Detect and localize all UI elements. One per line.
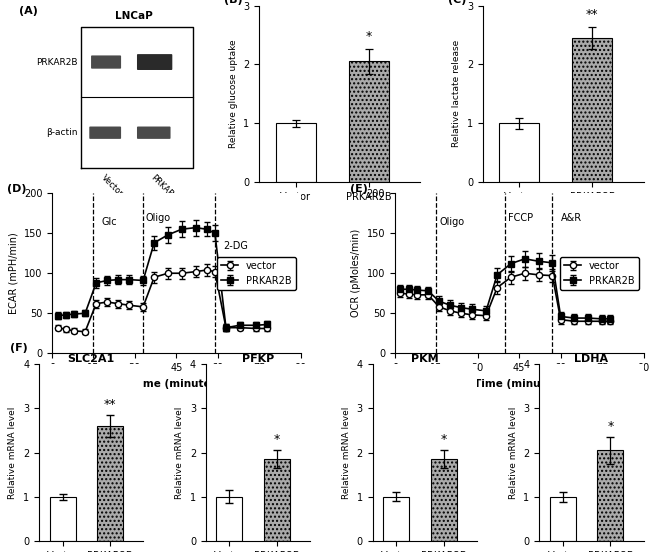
Text: **: ** [104, 397, 116, 411]
X-axis label: Time (minutes): Time (minutes) [131, 379, 221, 389]
Text: (E): (E) [350, 184, 368, 194]
Text: (A): (A) [20, 6, 38, 15]
Text: 2-DG: 2-DG [223, 241, 248, 251]
Y-axis label: Relative lactate release: Relative lactate release [452, 40, 462, 147]
Title: PKM: PKM [411, 353, 439, 364]
Text: PRKAR2B: PRKAR2B [36, 57, 78, 67]
Text: Vector: Vector [99, 173, 125, 199]
Bar [348, 61, 389, 182]
Y-axis label: ECAR (mPH/min): ECAR (mPH/min) [8, 232, 18, 314]
Y-axis label: Relative mRNA level: Relative mRNA level [509, 406, 518, 499]
Bar [264, 459, 290, 541]
Title: PFKP: PFKP [242, 353, 274, 364]
Bar [384, 497, 410, 541]
Title: LDHA: LDHA [575, 353, 608, 364]
Bar [430, 459, 456, 541]
Text: LNCaP: LNCaP [116, 11, 153, 21]
Y-axis label: Relative mRNA level: Relative mRNA level [8, 406, 18, 499]
X-axis label: Time (minutes): Time (minutes) [474, 379, 564, 389]
Y-axis label: Relative mRNA level: Relative mRNA level [342, 406, 351, 499]
Bar [97, 426, 123, 541]
Text: (F): (F) [10, 343, 27, 353]
Bar [550, 497, 576, 541]
Text: *: * [441, 433, 447, 446]
Y-axis label: Relative glucose uptake: Relative glucose uptake [229, 40, 238, 148]
Y-axis label: Relative mRNA level: Relative mRNA level [176, 406, 184, 499]
FancyBboxPatch shape [89, 126, 121, 139]
Text: **: ** [586, 8, 599, 22]
Bar [276, 123, 316, 182]
Legend: vector, PRKAR2B: vector, PRKAR2B [217, 257, 296, 290]
Text: PRKAR2B: PRKAR2B [148, 173, 182, 208]
Bar [216, 497, 242, 541]
Bar [499, 123, 540, 182]
Y-axis label: OCR (pMoles/min): OCR (pMoles/min) [351, 229, 361, 317]
Text: A&R: A&R [561, 213, 582, 223]
Bar [597, 450, 623, 541]
FancyBboxPatch shape [91, 55, 121, 68]
Text: Oligo: Oligo [439, 217, 464, 227]
Text: β-actin: β-actin [46, 128, 78, 137]
Legend: vector, PRKAR2B: vector, PRKAR2B [560, 257, 639, 290]
Text: (C): (C) [448, 0, 466, 5]
Text: FCCP: FCCP [508, 213, 533, 223]
Bar [49, 497, 75, 541]
Text: *: * [607, 420, 614, 433]
FancyBboxPatch shape [137, 126, 170, 139]
Text: (B): (B) [224, 0, 242, 5]
Bar [572, 38, 612, 182]
Text: *: * [365, 30, 372, 43]
Text: Glc: Glc [101, 217, 118, 227]
Title: SLC2A1: SLC2A1 [68, 353, 115, 364]
Text: Oligo: Oligo [146, 213, 171, 223]
Text: (D): (D) [7, 184, 27, 194]
FancyBboxPatch shape [137, 54, 172, 70]
Text: *: * [274, 433, 280, 446]
